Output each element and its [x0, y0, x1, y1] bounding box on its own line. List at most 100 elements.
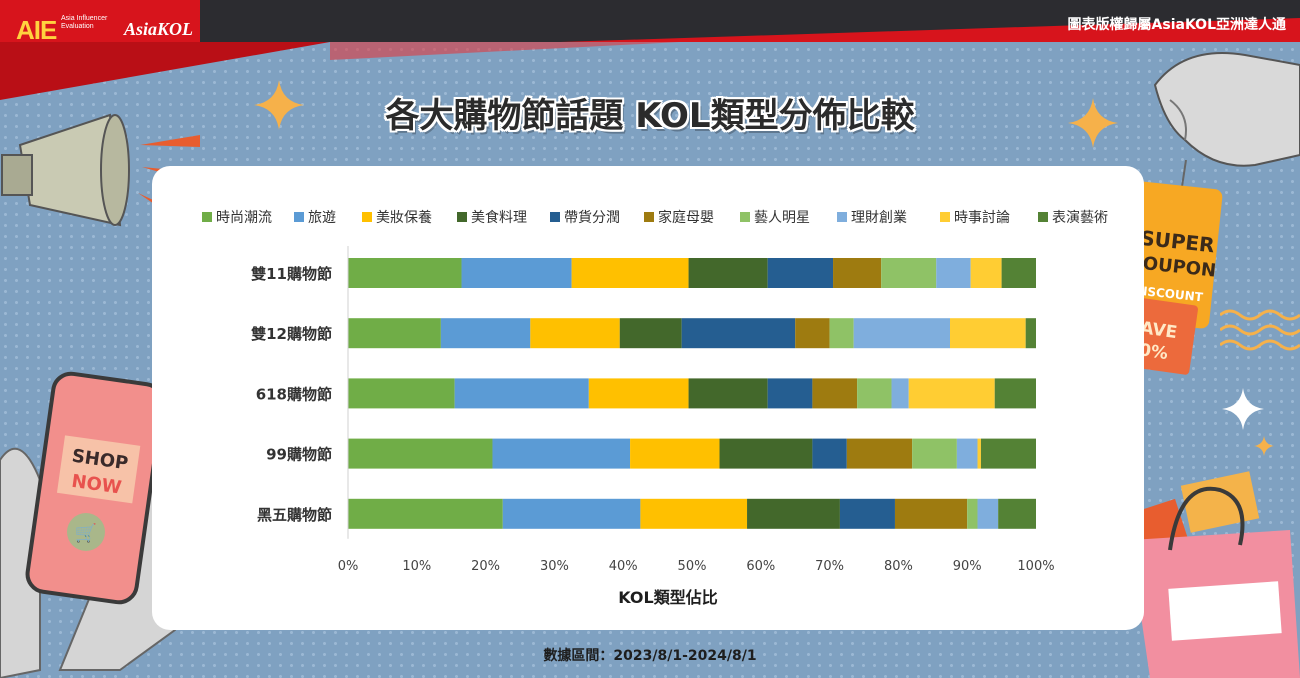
legend-label: 美妝保養 — [376, 209, 432, 226]
bar-segment — [956, 438, 978, 469]
bar-segment — [795, 318, 830, 349]
legend-swatch — [1038, 212, 1048, 222]
bar-segment — [912, 438, 957, 469]
legend-item: 美食料理 — [457, 209, 527, 226]
bar-segment — [492, 438, 631, 469]
x-tick-label: 100% — [1017, 559, 1054, 574]
bar-segment — [688, 258, 768, 288]
legend-item: 家庭母嬰 — [644, 209, 714, 226]
stacked-bar-chart: 時尚潮流 旅遊 美妝保養 美食料理 帶貨分潤 家庭母嬰 藝人明星 理財創業 時事討論 表演藝術 雙… — [202, 209, 1108, 607]
legend-item: 美妝保養 — [362, 209, 432, 226]
bar-segment — [461, 258, 572, 288]
legend-swatch — [550, 212, 560, 222]
legend-label: 時事討論 — [954, 210, 1010, 226]
bar-segment — [829, 318, 854, 349]
chart-x-axis-label: KOL類型佔比 — [618, 588, 717, 607]
aie-logo-subtitle: Asia Influencer Evaluation — [61, 15, 108, 30]
bar-segment — [348, 378, 455, 409]
legend-swatch — [644, 212, 654, 222]
x-tick-label: 30% — [540, 559, 569, 574]
legend-swatch — [457, 212, 467, 222]
x-tick-label: 10% — [402, 559, 431, 574]
legend-item: 理財創業 — [837, 210, 907, 226]
bar-segment — [950, 318, 1026, 349]
category-label: 雙12購物節 — [251, 325, 332, 343]
legend-label: 表演藝術 — [1052, 210, 1108, 226]
bar-segment — [1001, 258, 1036, 288]
cart-icon: 🛒 — [75, 522, 97, 544]
wave-lines-decoration — [1220, 309, 1300, 351]
bar-segment — [894, 498, 968, 529]
bar-segment — [630, 438, 720, 469]
chart-x-tick-labels: 0% 10% 20% 30% 40% 50% 60% 70% 80% 90% 100% — [338, 559, 1055, 574]
bar-segment — [977, 438, 981, 469]
bar-segment — [640, 498, 748, 529]
bar-segment — [747, 498, 840, 529]
category-label: 雙11購物節 — [251, 265, 332, 283]
legend-item: 時尚潮流 — [202, 210, 272, 226]
legend-swatch — [740, 212, 750, 222]
chart-bars — [347, 246, 1036, 539]
bar-segment — [936, 258, 971, 288]
category-label: 618購物節 — [256, 385, 332, 403]
bar-segment — [812, 378, 858, 409]
legend-swatch — [294, 212, 304, 222]
legend-item: 表演藝術 — [1038, 210, 1108, 226]
bar-segment — [530, 318, 620, 349]
bar-segment — [571, 258, 689, 288]
x-tick-label: 70% — [815, 559, 844, 574]
bar-segment — [980, 438, 1036, 469]
legend-swatch — [362, 212, 372, 222]
chart-card: 時尚潮流 旅遊 美妝保養 美食料理 帶貨分潤 家庭母嬰 藝人明星 理財創業 時事討論 表演藝術 雙… — [152, 166, 1144, 630]
bar-segment — [719, 438, 813, 469]
bar-segment — [994, 378, 1036, 409]
bar-segment — [891, 378, 909, 409]
legend-label: 帶貨分潤 — [564, 209, 620, 226]
legend-label: 時尚潮流 — [216, 210, 272, 226]
x-tick-label: 50% — [678, 559, 707, 574]
sparkle-icon — [254, 80, 304, 130]
bar-segment — [812, 438, 847, 469]
copyright-notice: 圖表版權歸屬AsiaKOL亞洲達人通 — [1067, 17, 1286, 33]
category-label: 99購物節 — [266, 446, 332, 464]
bar-segment — [440, 318, 531, 349]
chart-legend: 時尚潮流 旅遊 美妝保養 美食料理 帶貨分潤 家庭母嬰 藝人明星 理財創業 時事討論 表演藝術 — [202, 209, 1108, 226]
bar-segment — [454, 378, 589, 409]
x-tick-label: 20% — [471, 559, 500, 574]
page-title: 各大購物節話題 KOL類型分佈比較 — [385, 96, 915, 136]
bar-segment — [681, 318, 796, 349]
sparkle-icon — [1068, 98, 1118, 148]
x-tick-label: 60% — [746, 559, 775, 574]
legend-swatch — [837, 212, 847, 222]
bar-segment — [688, 378, 768, 409]
x-tick-label: 90% — [953, 559, 982, 574]
bar-segment — [977, 498, 999, 529]
legend-label: 藝人明星 — [754, 210, 810, 226]
bar-segment — [970, 258, 1002, 288]
bar-segment — [839, 498, 895, 529]
legend-item: 時事討論 — [940, 210, 1010, 226]
hand-illustration — [1153, 52, 1300, 167]
legend-label: 旅遊 — [308, 210, 336, 226]
bar-segment — [846, 438, 913, 469]
legend-item: 帶貨分潤 — [550, 209, 620, 226]
asiakol-logo: AsiaKOL — [124, 19, 194, 39]
bar-segment — [767, 258, 834, 288]
x-tick-label: 80% — [884, 559, 913, 574]
bar-segment — [588, 378, 689, 409]
legend-label: 美食料理 — [471, 209, 527, 226]
aie-logo: AIE — [16, 15, 57, 45]
bar-segment — [619, 318, 682, 349]
bar-segment — [853, 318, 950, 349]
sparkle-icon — [1254, 436, 1274, 456]
bar-segment — [998, 498, 1036, 529]
bar-segment — [857, 378, 892, 409]
bar-segment — [767, 378, 813, 409]
date-range: 數據區間：2023/8/1-2024/8/1 — [543, 648, 757, 664]
shopping-bag-illustration — [1098, 471, 1300, 678]
bar-segment — [502, 498, 641, 529]
x-tick-label: 0% — [338, 559, 359, 574]
legend-swatch — [940, 212, 950, 222]
bar-segment — [348, 318, 441, 349]
